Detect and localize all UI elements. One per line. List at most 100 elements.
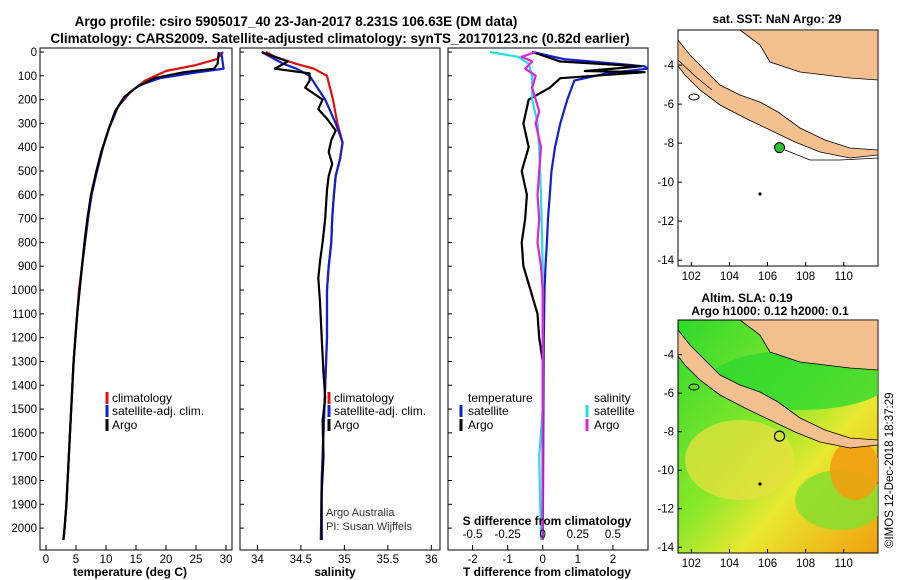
series-argo (261, 50, 337, 540)
java-south-contour (784, 149, 878, 161)
legend-satellite-label: satellite-adj. clim. (112, 404, 204, 418)
java-sumatra-land (678, 39, 878, 159)
sla-map-subtitle: Argo h1000: 0.12 h2000: 0.1 (691, 304, 849, 318)
x-tick-label: -1 (503, 554, 513, 566)
pressure-tick-label: 1200 (11, 333, 37, 345)
legend-argo-label: Argo (334, 418, 360, 432)
difference-legend-salinity: salinity satellite Argo (585, 391, 635, 432)
x-tick-label: 10 (100, 554, 113, 566)
header-line2: Climatology: CARS2009. Satellite-adjuste… (50, 31, 629, 46)
lat-tick-label: -14 (657, 255, 674, 267)
salinity-axis-label: salinity (314, 565, 356, 579)
footer-credit: ©IMOS 12-Dec-2018 18:37:29 (884, 392, 896, 548)
pressure-tick-label: 100 (18, 71, 37, 83)
legend-argo-s-label: Argo (594, 418, 620, 432)
legend-climatology-label: climatology (334, 391, 394, 405)
lon-tick-label: 104 (720, 271, 740, 283)
borneo-land (678, 320, 878, 371)
lat-tick-label: -14 (657, 542, 674, 554)
x-tick-label: 35 (338, 554, 351, 566)
pressure-tick-label: 600 (18, 190, 37, 202)
sla-anomaly-blob (830, 440, 878, 500)
legend-salinity-title: salinity (594, 391, 631, 405)
salinity-legend: climatology satellite-adj. clim. Argo (327, 391, 426, 432)
lat-tick-label: -4 (664, 60, 675, 72)
borneo-land (678, 30, 878, 81)
lat-tick-label: -8 (664, 427, 674, 439)
pressure-tick-label: 1300 (11, 356, 37, 368)
pressure-tick-label: 1900 (11, 499, 37, 511)
temperature-axes-frame (39, 47, 233, 551)
pressure-tick-label: 900 (18, 261, 37, 273)
t-difference-tick-labels: -2 -1 0 1 2 (467, 545, 616, 566)
pressure-tick-label: 1600 (11, 428, 37, 440)
legend-sat-s-label: satellite (594, 404, 635, 418)
x-tick-label: 2 (610, 554, 616, 566)
sst-map: sat. SST: NaN Argo: 29 -4 -6 -8 -10 -12 -14 1… (657, 12, 879, 283)
sst-lat-tick-labels: -4 -6 -8 -10 -12 -14 (657, 60, 682, 267)
island-outline (688, 383, 700, 391)
x-tick-label: 5 (73, 554, 79, 566)
sla-argo-position-marker (773, 430, 786, 442)
pressure-tick-label: 1500 (11, 404, 37, 416)
x-tick-label: 34 (251, 554, 264, 566)
s-tick-label: 0.5 (605, 529, 621, 541)
difference-profiles (489, 50, 648, 541)
sst-argo-position-marker (774, 142, 786, 154)
x-tick-label: 35.5 (377, 554, 399, 566)
temperature-panel: 0100200300400500600700800900100011001200… (11, 47, 233, 579)
lat-tick-label: -10 (657, 465, 674, 477)
temperature-profiles (62, 51, 225, 541)
pressure-tick-label: 800 (18, 237, 37, 249)
difference-legend-temperature: temperature satellite Argo (459, 391, 533, 432)
temperature-legend: climatology satellite-adj. clim. Argo (105, 391, 204, 432)
temperature-axis-label: temperature (deg C) (73, 565, 187, 579)
java-sumatra-land (678, 329, 878, 449)
sst-land (678, 30, 878, 196)
s-difference-tick-labels: -0.5 -0.25 0 0.25 0.5 (463, 529, 621, 541)
x-tick-label: 25 (190, 554, 203, 566)
series-argo-t (520, 50, 646, 540)
legend-climatology-label: climatology (112, 391, 172, 405)
difference-axes-frame (447, 47, 649, 551)
salinity-y-ticks (240, 51, 244, 529)
salinity-profiles (261, 50, 344, 541)
s-tick-label: -0.5 (463, 529, 483, 541)
s-tick-label: 0.25 (567, 529, 589, 541)
sla-lon-tick-labels: 102 104 106 108 110 (682, 549, 853, 570)
x-tick-label: 1 (575, 554, 581, 566)
x-tick-label: 20 (160, 554, 173, 566)
pressure-tick-label: 500 (18, 166, 37, 178)
lat-tick-label: -6 (664, 99, 674, 111)
lon-tick-label: 102 (682, 271, 701, 283)
sumatra-coast (678, 59, 713, 91)
pressure-tick-label: 1400 (11, 380, 37, 392)
x-tick-label: 0 (540, 554, 546, 566)
lat-tick-label: -6 (664, 388, 674, 400)
header-line1: Argo profile: csiro 5905017_40 23-Jan-20… (75, 14, 518, 29)
sla-overlay (678, 320, 878, 530)
salinity-axes-frame (239, 47, 441, 551)
x-tick-label: 30 (220, 554, 233, 566)
lon-tick-label: 110 (835, 558, 853, 570)
s-difference-axis-label: S difference from climatology (463, 514, 632, 528)
x-tick-label: 34.5 (290, 554, 312, 566)
pressure-tick-label: 1100 (12, 309, 37, 321)
sla-map-title: Altim. SLA: 0.19 (701, 291, 793, 305)
credit-line-1: Argo Australia (326, 507, 395, 519)
pressure-tick-label: 1800 (11, 475, 37, 487)
sla-anomaly-blob (685, 420, 795, 500)
pressure-tick-label: 700 (18, 214, 37, 226)
lon-tick-label: 106 (758, 558, 777, 570)
difference-y-ticks (448, 51, 452, 529)
temperature-tick-labels: 0 5 10 15 20 25 30 (43, 545, 233, 566)
sst-lon-tick-labels: 102 104 106 108 110 (682, 262, 853, 283)
pressure-tick-label: 1000 (11, 285, 37, 297)
pressure-tick-label: 400 (18, 142, 37, 154)
difference-panel: -2 -1 0 1 2 T difference from climatology S … (447, 47, 649, 579)
lat-tick-label: -4 (664, 350, 675, 362)
x-tick-label: 15 (130, 554, 143, 566)
lat-tick-label: -12 (657, 216, 674, 228)
legend-temperature-title: temperature (468, 391, 533, 405)
